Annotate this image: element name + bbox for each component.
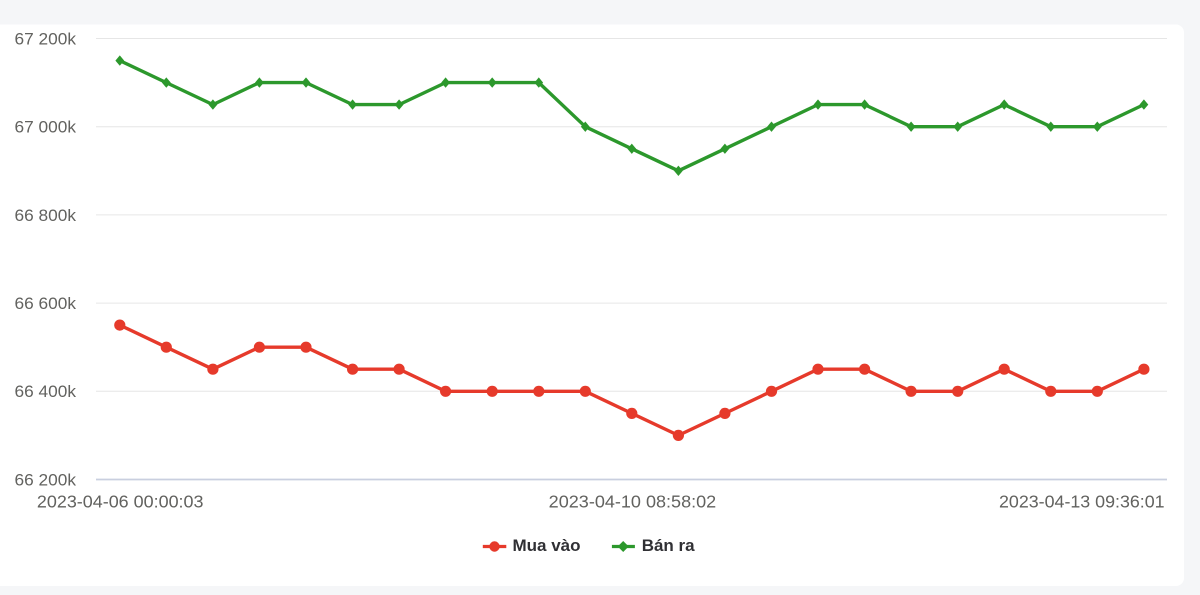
svg-text:2023-04-06 00:00:03: 2023-04-06 00:00:03 <box>37 492 204 512</box>
svg-text:2023-04-13 09:36:01: 2023-04-13 09:36:01 <box>999 492 1165 512</box>
svg-text:66 400k: 66 400k <box>15 383 77 401</box>
svg-text:67 200k: 67 200k <box>15 30 77 48</box>
svg-text:67 000k: 67 000k <box>15 119 77 137</box>
svg-text:66 200k: 66 200k <box>15 471 77 489</box>
svg-text:66 800k: 66 800k <box>15 207 77 225</box>
svg-text:Bán ra: Bán ra <box>642 536 695 555</box>
svg-text:66 600k: 66 600k <box>15 295 77 313</box>
svg-text:2023-04-10 08:58:02: 2023-04-10 08:58:02 <box>549 492 717 512</box>
svg-text:Mua vào: Mua vào <box>513 536 581 555</box>
